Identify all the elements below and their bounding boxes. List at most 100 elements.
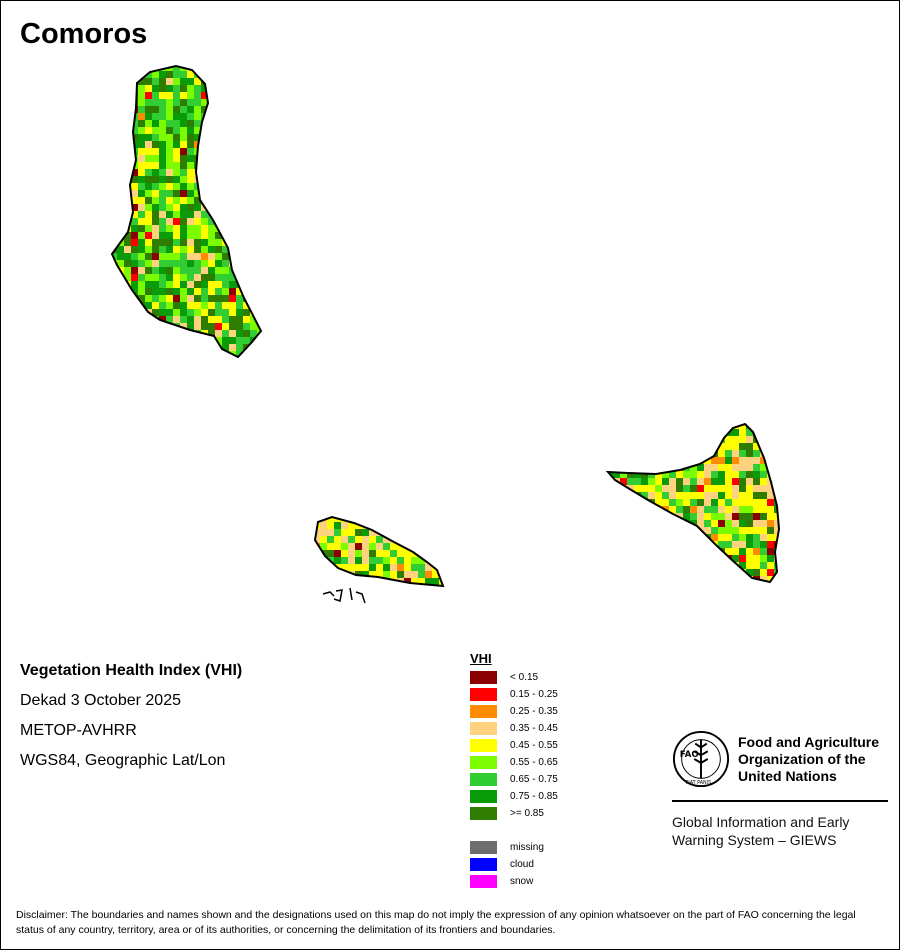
vhi-pixel xyxy=(117,162,124,169)
vhi-pixel xyxy=(634,527,641,534)
vhi-pixel xyxy=(669,576,676,582)
vhi-pixel xyxy=(669,548,676,555)
vhi-pixel xyxy=(690,562,697,569)
vhi-pixel xyxy=(739,576,746,582)
vhi-pixel xyxy=(418,557,425,564)
vhi-pixel xyxy=(439,564,443,571)
vhi-pixel xyxy=(418,536,425,543)
vhi-pixel xyxy=(620,471,627,478)
vhi-pixel xyxy=(166,162,173,169)
vhi-pixel xyxy=(704,424,711,429)
vhi-pixel xyxy=(641,534,648,541)
vhi-pixel xyxy=(753,471,760,478)
vhi-pixel xyxy=(250,169,257,176)
vhi-pixel xyxy=(229,358,236,365)
vhi-pixel xyxy=(383,522,390,529)
legend-other: missing cloud snow xyxy=(470,839,558,890)
vhi-pixel xyxy=(131,127,138,134)
vhi-pixel xyxy=(739,492,746,499)
vhi-pixel xyxy=(683,450,690,457)
vhi-pixel xyxy=(208,344,215,351)
vhi-pixel xyxy=(112,316,117,323)
vhi-pixel xyxy=(418,517,425,522)
vhi-pixel xyxy=(711,562,718,569)
vhi-pixel xyxy=(432,517,439,522)
vhi-pixel xyxy=(229,148,236,155)
vhi-pixel xyxy=(250,232,257,239)
vhi-pixel xyxy=(334,578,341,585)
vhi-pixel xyxy=(138,246,145,253)
vhi-pixel xyxy=(669,541,676,548)
vhi-pixel xyxy=(250,78,257,85)
vhi-pixel xyxy=(746,499,753,506)
vhi-pixel xyxy=(608,513,613,520)
vhi-pixel xyxy=(683,527,690,534)
vhi-pixel xyxy=(124,330,131,337)
vhi-pixel xyxy=(124,351,131,357)
vhi-pixel xyxy=(194,120,201,127)
vhi-pixel xyxy=(124,204,131,211)
vhi-pixel xyxy=(620,562,627,569)
vhi-pixel xyxy=(138,197,145,204)
vhi-pixel xyxy=(208,309,215,316)
fao-branding: FAO FIAT PANIS Food and Agriculture Orga… xyxy=(672,730,888,849)
vhi-pixel xyxy=(138,253,145,260)
vhi-pixel xyxy=(711,436,718,443)
vhi-pixel xyxy=(138,344,145,351)
vhi-pixel xyxy=(117,155,124,162)
legend-class-row: 0.55 - 0.65 xyxy=(470,754,558,771)
vhi-pixel xyxy=(229,78,236,85)
vhi-pixel xyxy=(117,316,124,323)
vhi-pixel xyxy=(411,536,418,543)
vhi-pixel xyxy=(753,555,760,562)
vhi-pixel xyxy=(348,529,355,536)
vhi-pixel xyxy=(180,148,187,155)
vhi-pixel xyxy=(676,506,683,513)
vhi-pixel xyxy=(208,274,215,281)
vhi-pixel xyxy=(634,424,641,429)
fao-divider xyxy=(672,800,888,802)
vhi-pixel xyxy=(739,471,746,478)
vhi-pixel xyxy=(369,550,376,557)
vhi-pixel xyxy=(194,239,201,246)
vhi-pixel xyxy=(166,246,173,253)
vhi-pixel xyxy=(725,576,732,582)
vhi-pixel xyxy=(180,351,187,357)
vhi-pixel xyxy=(112,127,117,134)
vhi-pixel xyxy=(613,548,620,555)
vhi-pixel xyxy=(159,351,166,357)
vhi-pixel xyxy=(215,78,222,85)
vhi-pixel xyxy=(376,557,383,564)
vhi-pixel xyxy=(131,239,138,246)
vhi-pixel xyxy=(711,492,718,499)
vhi-pixel xyxy=(613,424,620,429)
vhi-pixel xyxy=(774,520,779,527)
vhi-pixel xyxy=(774,457,779,464)
vhi-pixel xyxy=(432,571,439,578)
vhi-pixel xyxy=(201,260,208,267)
vhi-pixel xyxy=(425,571,432,578)
vhi-pixel xyxy=(264,330,271,337)
vhi-pixel xyxy=(236,225,243,232)
vhi-pixel xyxy=(131,211,138,218)
vhi-pixel xyxy=(608,541,613,548)
vhi-pixel xyxy=(187,204,194,211)
vhi-pixel xyxy=(215,120,222,127)
vhi-pixel xyxy=(725,520,732,527)
vhi-pixel xyxy=(243,260,250,267)
vhi-pixel xyxy=(411,543,418,550)
vhi-pixel xyxy=(697,555,704,562)
vhi-pixel xyxy=(257,85,261,92)
vhi-pixel xyxy=(732,429,739,436)
vhi-pixel xyxy=(376,550,383,557)
vhi-pixel xyxy=(173,267,180,274)
vhi-pixel xyxy=(746,506,753,513)
vhi-pixel xyxy=(697,478,704,485)
vhi-pixel xyxy=(690,569,697,576)
vhi-pixel xyxy=(264,344,271,351)
vhi-pixel xyxy=(613,450,620,457)
vhi-pixel xyxy=(159,141,166,148)
vhi-pixel xyxy=(152,127,159,134)
vhi-pixel xyxy=(201,316,208,323)
vhi-pixel xyxy=(648,464,655,471)
